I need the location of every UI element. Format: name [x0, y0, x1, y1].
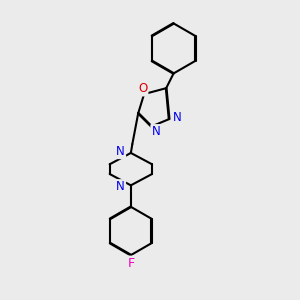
Text: O: O	[138, 82, 147, 95]
Text: N: N	[116, 180, 125, 193]
Text: N: N	[152, 125, 160, 138]
Text: F: F	[127, 257, 134, 270]
Text: N: N	[173, 111, 182, 124]
Text: N: N	[116, 145, 125, 158]
